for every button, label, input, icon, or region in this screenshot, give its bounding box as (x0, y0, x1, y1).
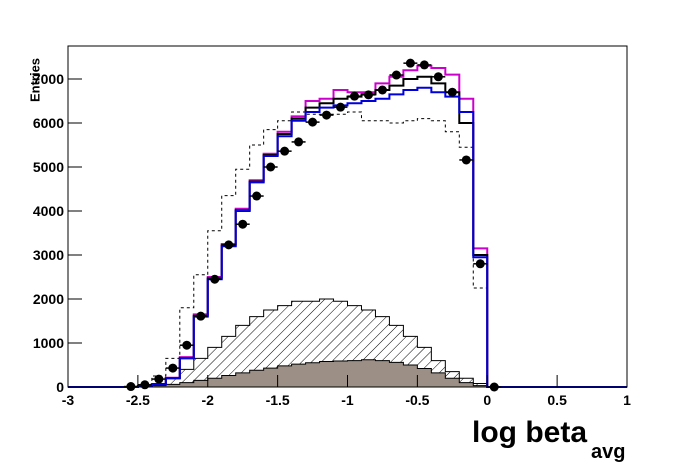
data-point (475, 259, 485, 269)
data-point (224, 240, 234, 250)
x-tick-label: 0.5 (547, 392, 567, 408)
y-tick-label: 6000 (33, 115, 64, 131)
y-tick-label: 7000 (33, 71, 64, 87)
y-tick-label: 2000 (33, 291, 64, 307)
data-point (405, 58, 415, 68)
data-point (210, 274, 220, 284)
data-point (419, 60, 429, 70)
x-axis-label-sub: avg (591, 441, 625, 463)
data-point (391, 70, 401, 80)
y-tick-label: 3000 (33, 247, 64, 263)
data-point (182, 340, 192, 350)
data-point (140, 380, 150, 390)
y-tick-label: 5000 (33, 159, 64, 175)
data-point (252, 191, 262, 201)
data-point (447, 87, 457, 97)
data-point (322, 110, 332, 120)
x-tick-label: -2.5 (126, 392, 150, 408)
x-tick-label: 1 (623, 392, 631, 408)
data-point (238, 219, 248, 229)
y-axis-label: Entries (27, 58, 42, 102)
x-tick-label: -2 (202, 392, 215, 408)
data-point (461, 155, 471, 165)
data-point (168, 363, 178, 373)
data-point (433, 72, 443, 82)
x-tick-label: -0.5 (405, 392, 429, 408)
data-point (294, 137, 304, 147)
data-point (196, 311, 206, 321)
y-tick-label: 4000 (33, 203, 64, 219)
data-point (266, 162, 276, 172)
histogram (68, 86, 627, 388)
x-tick-label: -1 (341, 392, 354, 408)
data-point (349, 91, 359, 101)
data-point (154, 374, 164, 384)
x-tick-label: -3 (62, 392, 75, 408)
data-point (363, 90, 373, 100)
data-point (377, 85, 387, 95)
x-tick-label: -1.5 (266, 392, 290, 408)
data-point (280, 146, 290, 156)
x-axis-label: log beta (472, 416, 587, 449)
y-tick-label: 1000 (33, 335, 64, 351)
y-tick-label: 0 (56, 379, 64, 395)
data-point (336, 102, 346, 112)
data-point (308, 117, 318, 127)
x-tick-label: 0 (483, 392, 491, 408)
